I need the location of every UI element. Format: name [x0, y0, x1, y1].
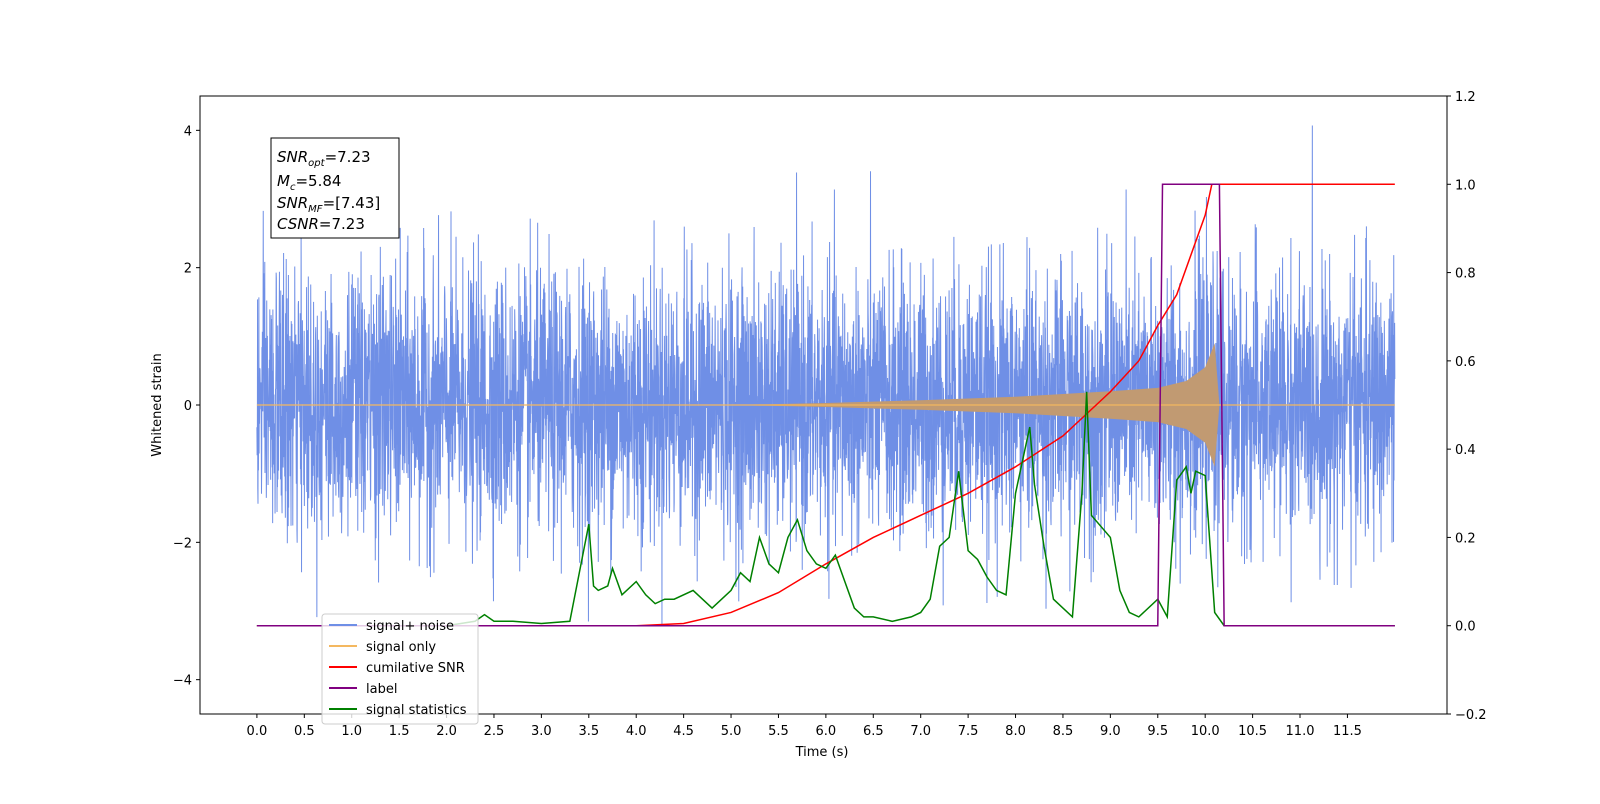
x-tick-label: 0.5 — [294, 724, 315, 739]
x-tick-label: 1.5 — [389, 724, 410, 739]
plot-content — [256, 125, 1396, 627]
x-tick-label: 7.0 — [910, 724, 931, 739]
mc-label: Mc=5.84 — [277, 172, 341, 193]
x-tick-label: 8.0 — [1005, 724, 1026, 739]
y-right-tick-label: 0.6 — [1455, 355, 1476, 370]
y-right-tick-label: −0.2 — [1455, 708, 1487, 723]
x-tick-label: 3.5 — [578, 724, 599, 739]
x-tick-label: 7.5 — [958, 724, 979, 739]
legend: signal+ noise signal only cumilative SNR… — [321, 613, 479, 725]
x-tick-label: 4.0 — [626, 724, 647, 739]
legend-label-stats: signal statistics — [366, 703, 467, 718]
csnr-label: CSNR=7.23 — [277, 215, 365, 233]
y-right-tick-label: 1.2 — [1455, 90, 1476, 105]
y-axis-label: Whitened strain — [150, 353, 165, 456]
y-right-tick-label: 1.0 — [1455, 178, 1476, 193]
y-left-tick-label: −4 — [173, 674, 192, 689]
y-left-tick-label: 2 — [184, 262, 192, 277]
x-tick-label: 9.0 — [1100, 724, 1121, 739]
y-right-tick-label: 0.4 — [1455, 443, 1476, 458]
x-tick-label: 10.0 — [1191, 724, 1220, 739]
x-tick-label: 8.5 — [1053, 724, 1074, 739]
legend-label-noise: signal+ noise — [366, 619, 454, 634]
x-tick-label: 11.0 — [1286, 724, 1315, 739]
x-tick-label: 9.5 — [1147, 724, 1168, 739]
x-axis: 0.0 0.5 1.0 1.5 2.0 2.5 3.0 3.5 4.0 4.5 5.0 5.5 6.0 6… — [247, 714, 1362, 739]
x-tick-label: 3.0 — [531, 724, 552, 739]
y-axis-left: 4 2 0 −2 −4 — [173, 124, 200, 689]
cumulative-snr-line — [256, 183, 1395, 627]
snr-opt-label: SNRopt=7.23 — [277, 148, 371, 169]
legend-label-label: label — [366, 682, 397, 697]
y-left-tick-label: 4 — [184, 124, 192, 139]
label-line — [256, 183, 1395, 627]
y-left-tick-label: −2 — [173, 536, 192, 551]
x-tick-label: 5.0 — [721, 724, 742, 739]
y-right-tick-label: 0.8 — [1455, 267, 1476, 282]
y-right-tick-label: 0.2 — [1455, 531, 1476, 546]
x-tick-label: 6.5 — [863, 724, 884, 739]
snr-mf-label: SNRMF=[7.43] — [277, 194, 380, 215]
x-tick-label: 6.0 — [816, 724, 837, 739]
legend-label-signal: signal only — [366, 640, 436, 655]
x-tick-label: 11.5 — [1333, 724, 1362, 739]
y-left-tick-label: 0 — [184, 399, 192, 414]
x-tick-label: 2.0 — [436, 724, 457, 739]
x-axis-label: Time (s) — [795, 745, 849, 760]
x-tick-label: 0.0 — [247, 724, 268, 739]
stats-box: SNRopt=7.23 Mc=5.84 SNRMF=[7.43] CSNR=7.… — [270, 137, 400, 239]
x-tick-label: 1.0 — [341, 724, 362, 739]
signal-statistics-line — [256, 391, 1395, 627]
y-axis-right: 1.2 1.0 0.8 0.6 0.4 0.2 0.0 −0.2 — [1447, 90, 1487, 723]
legend-label-csnr: cumilative SNR — [366, 661, 465, 676]
x-tick-label: 5.5 — [768, 724, 789, 739]
x-tick-label: 2.5 — [484, 724, 505, 739]
x-tick-label: 10.5 — [1238, 724, 1267, 739]
x-tick-label: 4.5 — [673, 724, 694, 739]
y-right-tick-label: 0.0 — [1455, 620, 1476, 635]
